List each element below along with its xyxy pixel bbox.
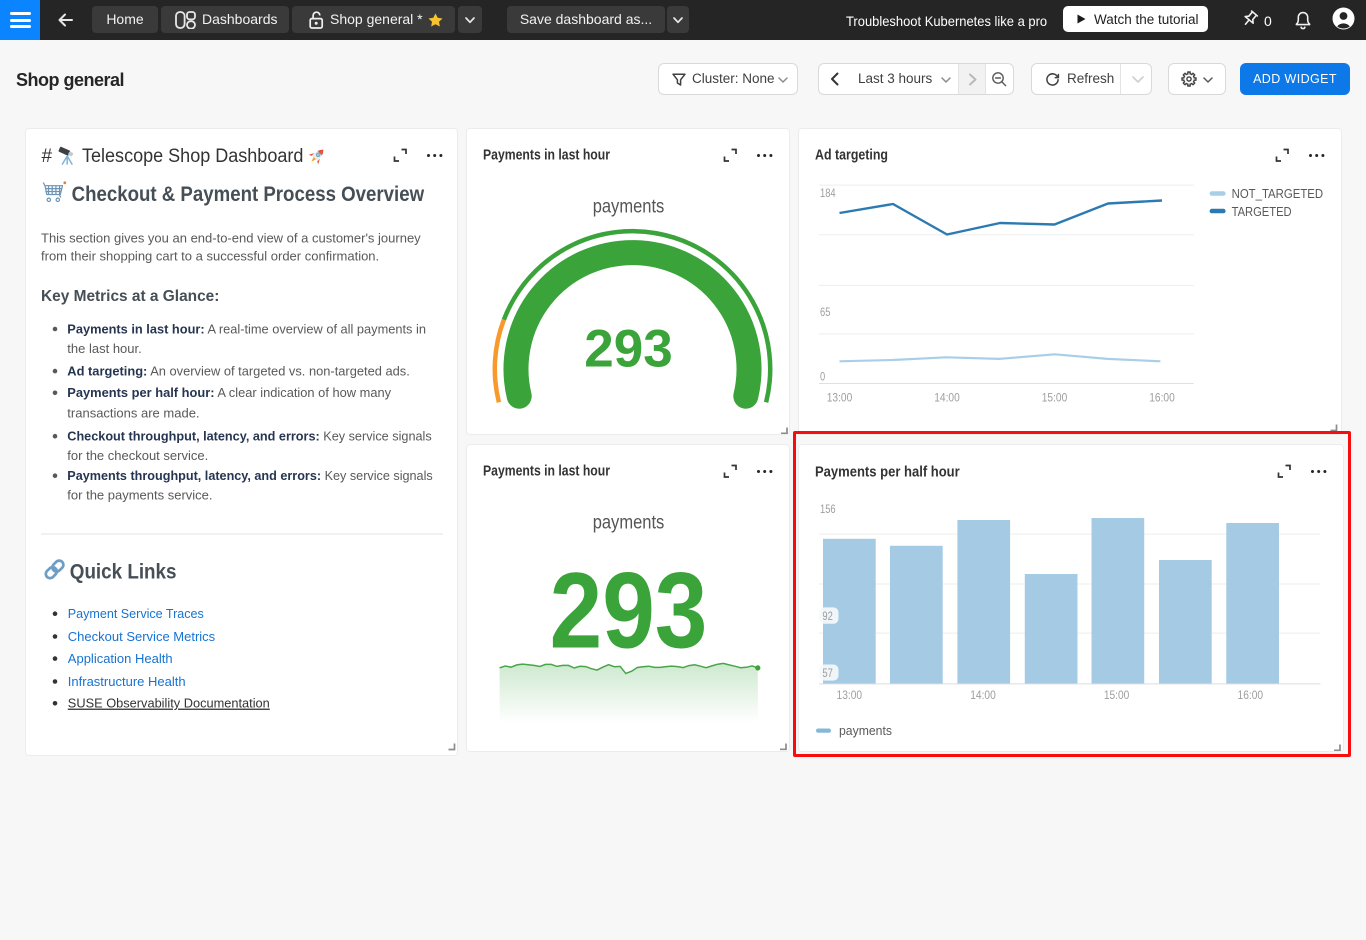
svg-text:13:00: 13:00 (827, 391, 853, 405)
svg-text:Checkout throughput, latency,: Checkout throughput, latency, and errors… (67, 429, 432, 444)
svg-text:16:00: 16:00 (1238, 688, 1264, 702)
svg-text:Quick Links: Quick Links (70, 561, 177, 584)
svg-text:Infrastructure Health: Infrastructure Health (68, 674, 186, 689)
svg-text:the last hour.: the last hour. (67, 341, 141, 356)
svg-text:Application Health: Application Health (68, 651, 173, 666)
svg-text:for the checkout service.: for the checkout service. (67, 448, 208, 463)
svg-text:184: 184 (820, 186, 836, 200)
svg-text:Checkout Service Metrics: Checkout Service Metrics (68, 629, 216, 644)
svg-text:Ad targeting: An overview of t: Ad targeting: An overview of targeted vs… (67, 363, 410, 378)
svg-text:Telescope Shop Dashboard: Telescope Shop Dashboard (82, 146, 303, 167)
svg-text:13:00: 13:00 (837, 688, 863, 702)
svg-text:293: 293 (584, 319, 672, 378)
svg-text:payments: payments (593, 196, 665, 217)
svg-text:57: 57 (822, 666, 833, 680)
svg-text:14:00: 14:00 (934, 391, 960, 405)
svg-text:This section gives you an end-: This section gives you an end-to-end vie… (41, 230, 421, 245)
svg-text:Payments per half hour: Payments per half hour (815, 464, 960, 480)
svg-text:payments: payments (593, 512, 665, 533)
svg-text:14:00: 14:00 (970, 688, 996, 702)
svg-text:92: 92 (822, 609, 833, 623)
svg-text:Payments in last hour: Payments in last hour (483, 148, 610, 164)
svg-text:Payment Service Traces: Payment Service Traces (68, 606, 204, 621)
svg-text:293: 293 (550, 550, 708, 670)
svg-text:15:00: 15:00 (1042, 391, 1068, 405)
svg-text:Payments in last hour: A real-: Payments in last hour: A real-time overv… (67, 321, 426, 336)
svg-text:for the payments service.: for the payments service. (67, 488, 212, 503)
svg-text:Checkout & Payment Process Ove: Checkout & Payment Process Overview (72, 183, 425, 206)
svg-text:NOT_TARGETED: NOT_TARGETED (1232, 186, 1324, 201)
svg-text:65: 65 (820, 305, 831, 319)
svg-text:payments: payments (839, 723, 892, 738)
svg-text:Ad targeting: Ad targeting (815, 148, 888, 164)
svg-text:SUSE Observability Documentati: SUSE Observability Documentation (68, 696, 270, 711)
svg-text:TARGETED: TARGETED (1232, 204, 1292, 219)
svg-text:#: # (42, 146, 53, 167)
svg-text:Payments per half hour: A clea: Payments per half hour: A clear indicati… (67, 385, 391, 400)
svg-text:15:00: 15:00 (1104, 688, 1130, 702)
svg-text:from their shopping cart to a: from their shopping cart to a successful… (41, 249, 379, 264)
svg-text:Payments in last hour: Payments in last hour (483, 463, 610, 479)
svg-text:transactions are made.: transactions are made. (67, 405, 199, 420)
svg-text:156: 156 (820, 501, 836, 515)
svg-text:0: 0 (820, 370, 825, 384)
svg-text:16:00: 16:00 (1149, 391, 1175, 405)
svg-text:Key Metrics at a Glance:: Key Metrics at a Glance: (41, 288, 219, 305)
svg-text:Payments throughput, latency,: Payments throughput, latency, and errors… (67, 468, 433, 483)
